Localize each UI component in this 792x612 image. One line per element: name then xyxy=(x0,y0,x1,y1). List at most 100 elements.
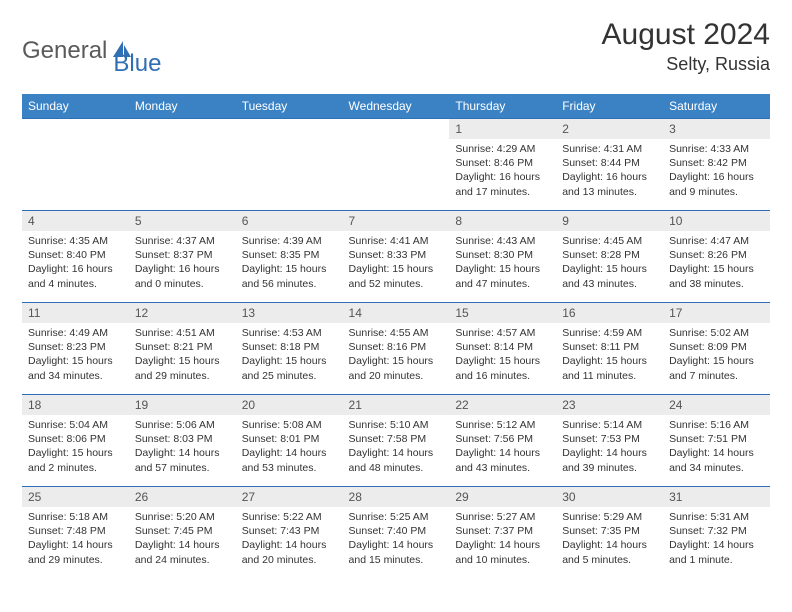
calendar-day-cell: 5Sunrise: 4:37 AMSunset: 8:37 PMDaylight… xyxy=(129,211,236,303)
calendar-day-cell: 31Sunrise: 5:31 AMSunset: 7:32 PMDayligh… xyxy=(663,487,770,579)
calendar-day-cell: 22Sunrise: 5:12 AMSunset: 7:56 PMDayligh… xyxy=(449,395,556,487)
day-details: Sunrise: 5:20 AMSunset: 7:45 PMDaylight:… xyxy=(129,507,236,571)
calendar-day-cell: 9Sunrise: 4:45 AMSunset: 8:28 PMDaylight… xyxy=(556,211,663,303)
day-details: Sunrise: 4:43 AMSunset: 8:30 PMDaylight:… xyxy=(449,231,556,295)
day-details: Sunrise: 5:29 AMSunset: 7:35 PMDaylight:… xyxy=(556,507,663,571)
calendar-week-row: 25Sunrise: 5:18 AMSunset: 7:48 PMDayligh… xyxy=(22,487,770,579)
logo-text-general: General xyxy=(22,37,107,65)
day-number: 23 xyxy=(556,395,663,415)
calendar-day-cell: 2Sunrise: 4:31 AMSunset: 8:44 PMDaylight… xyxy=(556,119,663,211)
day-number: 30 xyxy=(556,487,663,507)
calendar-day-cell xyxy=(22,119,129,211)
day-details: Sunrise: 4:45 AMSunset: 8:28 PMDaylight:… xyxy=(556,231,663,295)
calendar-day-cell: 14Sunrise: 4:55 AMSunset: 8:16 PMDayligh… xyxy=(343,303,450,395)
day-details: Sunrise: 4:33 AMSunset: 8:42 PMDaylight:… xyxy=(663,139,770,203)
calendar-day-cell xyxy=(343,119,450,211)
day-details: Sunrise: 4:41 AMSunset: 8:33 PMDaylight:… xyxy=(343,231,450,295)
day-details: Sunrise: 4:35 AMSunset: 8:40 PMDaylight:… xyxy=(22,231,129,295)
calendar-day-cell: 17Sunrise: 5:02 AMSunset: 8:09 PMDayligh… xyxy=(663,303,770,395)
day-number: 17 xyxy=(663,303,770,323)
calendar-day-cell: 1Sunrise: 4:29 AMSunset: 8:46 PMDaylight… xyxy=(449,119,556,211)
day-number: 24 xyxy=(663,395,770,415)
day-details: Sunrise: 5:16 AMSunset: 7:51 PMDaylight:… xyxy=(663,415,770,479)
day-details: Sunrise: 4:51 AMSunset: 8:21 PMDaylight:… xyxy=(129,323,236,387)
day-details: Sunrise: 4:53 AMSunset: 8:18 PMDaylight:… xyxy=(236,323,343,387)
calendar-day-cell: 30Sunrise: 5:29 AMSunset: 7:35 PMDayligh… xyxy=(556,487,663,579)
day-details: Sunrise: 5:04 AMSunset: 8:06 PMDaylight:… xyxy=(22,415,129,479)
calendar-day-cell: 13Sunrise: 4:53 AMSunset: 8:18 PMDayligh… xyxy=(236,303,343,395)
weekday-header-row: Sunday Monday Tuesday Wednesday Thursday… xyxy=(22,94,770,119)
calendar-table: Sunday Monday Tuesday Wednesday Thursday… xyxy=(22,94,770,579)
calendar-week-row: 18Sunrise: 5:04 AMSunset: 8:06 PMDayligh… xyxy=(22,395,770,487)
header: General Blue August 2024 Selty, Russia xyxy=(22,18,770,78)
day-details: Sunrise: 5:18 AMSunset: 7:48 PMDaylight:… xyxy=(22,507,129,571)
calendar-day-cell: 20Sunrise: 5:08 AMSunset: 8:01 PMDayligh… xyxy=(236,395,343,487)
day-details: Sunrise: 4:55 AMSunset: 8:16 PMDaylight:… xyxy=(343,323,450,387)
calendar-day-cell: 10Sunrise: 4:47 AMSunset: 8:26 PMDayligh… xyxy=(663,211,770,303)
day-number: 21 xyxy=(343,395,450,415)
calendar-day-cell: 4Sunrise: 4:35 AMSunset: 8:40 PMDaylight… xyxy=(22,211,129,303)
day-number: 13 xyxy=(236,303,343,323)
weekday-header: Friday xyxy=(556,94,663,119)
calendar-day-cell xyxy=(236,119,343,211)
calendar-week-row: 4Sunrise: 4:35 AMSunset: 8:40 PMDaylight… xyxy=(22,211,770,303)
day-details: Sunrise: 4:59 AMSunset: 8:11 PMDaylight:… xyxy=(556,323,663,387)
day-details: Sunrise: 4:47 AMSunset: 8:26 PMDaylight:… xyxy=(663,231,770,295)
title-block: August 2024 Selty, Russia xyxy=(602,18,770,75)
day-number: 4 xyxy=(22,211,129,231)
calendar-day-cell: 8Sunrise: 4:43 AMSunset: 8:30 PMDaylight… xyxy=(449,211,556,303)
day-number: 25 xyxy=(22,487,129,507)
calendar-day-cell: 7Sunrise: 4:41 AMSunset: 8:33 PMDaylight… xyxy=(343,211,450,303)
calendar-week-row: 11Sunrise: 4:49 AMSunset: 8:23 PMDayligh… xyxy=(22,303,770,395)
calendar-day-cell: 28Sunrise: 5:25 AMSunset: 7:40 PMDayligh… xyxy=(343,487,450,579)
day-number: 29 xyxy=(449,487,556,507)
logo-text-blue: Blue xyxy=(113,50,161,78)
day-details: Sunrise: 5:10 AMSunset: 7:58 PMDaylight:… xyxy=(343,415,450,479)
day-number: 3 xyxy=(663,119,770,139)
day-number: 20 xyxy=(236,395,343,415)
weekday-header: Saturday xyxy=(663,94,770,119)
calendar-day-cell: 27Sunrise: 5:22 AMSunset: 7:43 PMDayligh… xyxy=(236,487,343,579)
day-number: 18 xyxy=(22,395,129,415)
day-number: 10 xyxy=(663,211,770,231)
month-title: August 2024 xyxy=(602,18,770,52)
day-number: 5 xyxy=(129,211,236,231)
day-number: 14 xyxy=(343,303,450,323)
calendar-day-cell: 23Sunrise: 5:14 AMSunset: 7:53 PMDayligh… xyxy=(556,395,663,487)
day-details: Sunrise: 5:27 AMSunset: 7:37 PMDaylight:… xyxy=(449,507,556,571)
day-number: 9 xyxy=(556,211,663,231)
weekday-header: Thursday xyxy=(449,94,556,119)
day-number: 6 xyxy=(236,211,343,231)
calendar-day-cell: 26Sunrise: 5:20 AMSunset: 7:45 PMDayligh… xyxy=(129,487,236,579)
day-number: 22 xyxy=(449,395,556,415)
weekday-header: Monday xyxy=(129,94,236,119)
day-details: Sunrise: 5:02 AMSunset: 8:09 PMDaylight:… xyxy=(663,323,770,387)
day-details: Sunrise: 4:37 AMSunset: 8:37 PMDaylight:… xyxy=(129,231,236,295)
calendar-day-cell: 6Sunrise: 4:39 AMSunset: 8:35 PMDaylight… xyxy=(236,211,343,303)
day-number: 11 xyxy=(22,303,129,323)
calendar-day-cell: 16Sunrise: 4:59 AMSunset: 8:11 PMDayligh… xyxy=(556,303,663,395)
day-details: Sunrise: 4:57 AMSunset: 8:14 PMDaylight:… xyxy=(449,323,556,387)
calendar-day-cell: 21Sunrise: 5:10 AMSunset: 7:58 PMDayligh… xyxy=(343,395,450,487)
calendar-day-cell: 19Sunrise: 5:06 AMSunset: 8:03 PMDayligh… xyxy=(129,395,236,487)
weekday-header: Tuesday xyxy=(236,94,343,119)
calendar-day-cell: 11Sunrise: 4:49 AMSunset: 8:23 PMDayligh… xyxy=(22,303,129,395)
day-number: 27 xyxy=(236,487,343,507)
day-number: 7 xyxy=(343,211,450,231)
calendar-day-cell: 12Sunrise: 4:51 AMSunset: 8:21 PMDayligh… xyxy=(129,303,236,395)
day-details: Sunrise: 5:25 AMSunset: 7:40 PMDaylight:… xyxy=(343,507,450,571)
calendar-day-cell: 24Sunrise: 5:16 AMSunset: 7:51 PMDayligh… xyxy=(663,395,770,487)
day-details: Sunrise: 5:08 AMSunset: 8:01 PMDaylight:… xyxy=(236,415,343,479)
day-details: Sunrise: 5:06 AMSunset: 8:03 PMDaylight:… xyxy=(129,415,236,479)
calendar-day-cell: 15Sunrise: 4:57 AMSunset: 8:14 PMDayligh… xyxy=(449,303,556,395)
day-details: Sunrise: 4:49 AMSunset: 8:23 PMDaylight:… xyxy=(22,323,129,387)
calendar-day-cell xyxy=(129,119,236,211)
calendar-day-cell: 29Sunrise: 5:27 AMSunset: 7:37 PMDayligh… xyxy=(449,487,556,579)
weekday-header: Sunday xyxy=(22,94,129,119)
day-number: 19 xyxy=(129,395,236,415)
day-details: Sunrise: 5:14 AMSunset: 7:53 PMDaylight:… xyxy=(556,415,663,479)
day-number: 8 xyxy=(449,211,556,231)
location: Selty, Russia xyxy=(602,54,770,75)
day-details: Sunrise: 5:12 AMSunset: 7:56 PMDaylight:… xyxy=(449,415,556,479)
day-number: 12 xyxy=(129,303,236,323)
